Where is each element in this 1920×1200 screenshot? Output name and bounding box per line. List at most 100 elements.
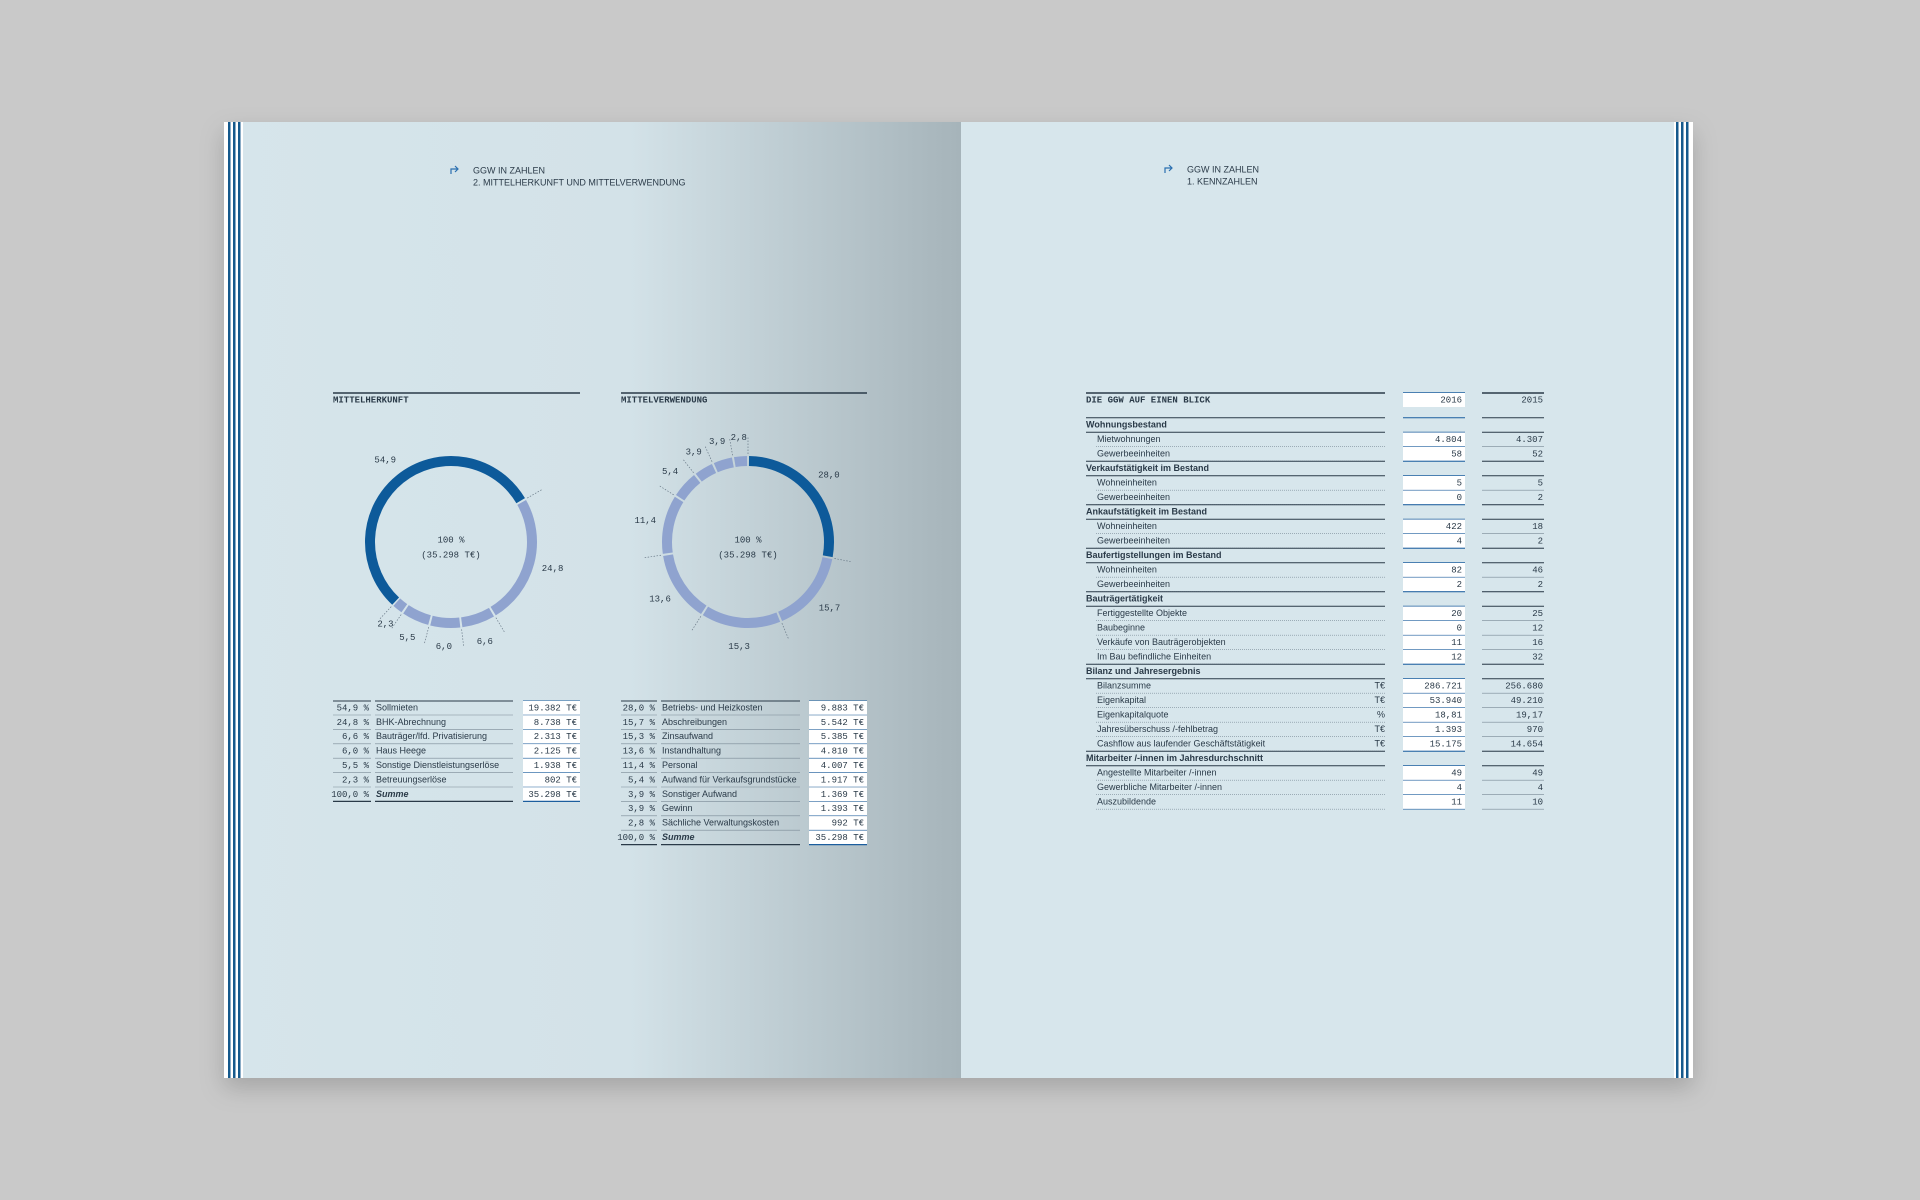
value-cell	[523, 787, 580, 802]
percent: 3,9 %	[628, 790, 656, 800]
row-label: Gewerbeeinheiten	[1097, 579, 1170, 589]
leader-line	[682, 458, 694, 474]
value-2015: 4.307	[1516, 435, 1543, 445]
header-subtitle: 1. KENNZAHLEN	[1187, 176, 1258, 186]
item-name: Sollmieten	[376, 702, 418, 712]
percent: 100,0 %	[331, 790, 369, 800]
segment-label: 5,5	[399, 633, 415, 643]
percent: 54,9 %	[337, 703, 370, 713]
leader-line	[729, 437, 733, 456]
item-name: Haus Heege	[376, 746, 426, 756]
year-cell	[1403, 393, 1465, 407]
row-label: Verkäufe von Bauträgerobjekten	[1097, 637, 1226, 647]
section-heading: Mitarbeiter /-innen im Jahresdurchschnit…	[1086, 753, 1263, 763]
value-2016: 4	[1457, 536, 1462, 546]
value-2015: 49.210	[1511, 696, 1543, 706]
value-cell	[1403, 432, 1465, 447]
leader-line	[704, 445, 713, 462]
unit: %	[1377, 709, 1385, 719]
value-2016: 4.804	[1435, 435, 1462, 445]
donut-segment	[702, 606, 781, 628]
value-2015: 2	[1538, 493, 1543, 503]
value-2016: 5	[1457, 478, 1462, 488]
value-2016: 0	[1457, 493, 1462, 503]
amount: 802 T€	[545, 775, 577, 785]
amount: 2.313 T€	[534, 732, 577, 742]
row-label: Gewerbeeinheiten	[1097, 535, 1170, 545]
donut-segment	[733, 456, 748, 468]
value-2015: 12	[1532, 623, 1543, 633]
value-2016: 11	[1451, 797, 1462, 807]
leader-line	[781, 623, 790, 640]
center-label: 100 %	[734, 535, 762, 545]
amount: 1.938 T€	[534, 761, 577, 771]
row-label: Fertiggestellte Objekte	[1097, 608, 1187, 618]
unit: T€	[1374, 738, 1385, 748]
value-2016: 12	[1451, 652, 1462, 662]
value-cell	[1403, 708, 1465, 722]
value-cell	[1403, 780, 1465, 795]
amount: 35.298 T€	[815, 833, 864, 843]
row-label: Eigenkapital	[1097, 695, 1146, 705]
center-sublabel: (35.298 T€)	[718, 550, 777, 560]
value-cell	[1403, 534, 1465, 548]
percent: 5,5 %	[342, 761, 370, 771]
percent: 15,7 %	[623, 718, 656, 728]
value-cell	[1403, 447, 1465, 461]
amount: 19.382 T€	[528, 703, 577, 713]
center-sublabel: (35.298 T€)	[421, 550, 480, 560]
donut-segment	[675, 475, 701, 501]
value-cell	[1403, 679, 1465, 693]
value-2015: 16	[1532, 638, 1543, 648]
value-2016: 53.940	[1430, 696, 1462, 706]
segment-label: 15,7	[819, 604, 841, 614]
segment-label: 54,9	[374, 456, 396, 466]
value-cell	[1403, 577, 1465, 592]
value-cell	[523, 744, 580, 759]
item-name: Gewinn	[662, 803, 693, 813]
segment-label: 6,0	[436, 642, 452, 652]
leader-line	[495, 617, 506, 634]
row-label: Jahresüberschuss /-fehlbetrag	[1097, 724, 1218, 734]
leader-line	[423, 627, 430, 645]
value-cell	[809, 729, 867, 744]
value-cell	[809, 701, 867, 715]
value-cell	[809, 816, 867, 831]
header-section: GGW IN ZAHLEN	[473, 165, 545, 175]
section-heading: Bilanz und Jahresergebnis	[1086, 666, 1201, 676]
value-2016: 1.393	[1435, 725, 1462, 735]
row-label: Im Bau befindliche Einheiten	[1097, 651, 1211, 661]
value-cell	[523, 715, 580, 730]
percent: 13,6 %	[623, 747, 656, 757]
left-page	[224, 122, 961, 1078]
donut-segment	[662, 496, 684, 554]
row-label: Auszubildende	[1097, 796, 1156, 806]
amount: 1.369 T€	[821, 790, 864, 800]
section-heading: Wohnungsbestand	[1086, 419, 1167, 429]
value-2015: 14.654	[1511, 739, 1543, 749]
arrow-icon	[1164, 164, 1173, 173]
value-cell	[1403, 490, 1465, 505]
value-2015: 18	[1532, 522, 1543, 532]
row-label: Cashflow aus laufender Geschäftstätigkei…	[1097, 738, 1266, 748]
donut-segment	[695, 463, 717, 482]
row-label: Wohneinheiten	[1097, 564, 1157, 574]
row-label: Angestellte Mitarbeiter /-innen	[1097, 767, 1217, 777]
pages	[224, 122, 1693, 1078]
value-cell	[1403, 693, 1465, 708]
value-2016: 286.721	[1424, 681, 1462, 691]
unit: T€	[1374, 680, 1385, 690]
value-2016: 58	[1451, 449, 1462, 459]
percent: 6,0 %	[342, 747, 370, 757]
row-label: Gewerbliche Mitarbeiter /-innen	[1097, 782, 1222, 792]
section-heading: Bauträgertätigkeit	[1086, 593, 1163, 603]
amount: 5.385 T€	[821, 732, 864, 742]
item-name: BHK-Abrechnung	[376, 717, 446, 727]
donut-segment	[365, 456, 525, 605]
value-2016: 20	[1451, 609, 1462, 619]
value-cell	[1403, 635, 1465, 650]
value-2015: 256.680	[1505, 681, 1543, 691]
item-name: Personal	[662, 760, 698, 770]
value-cell	[809, 787, 867, 802]
